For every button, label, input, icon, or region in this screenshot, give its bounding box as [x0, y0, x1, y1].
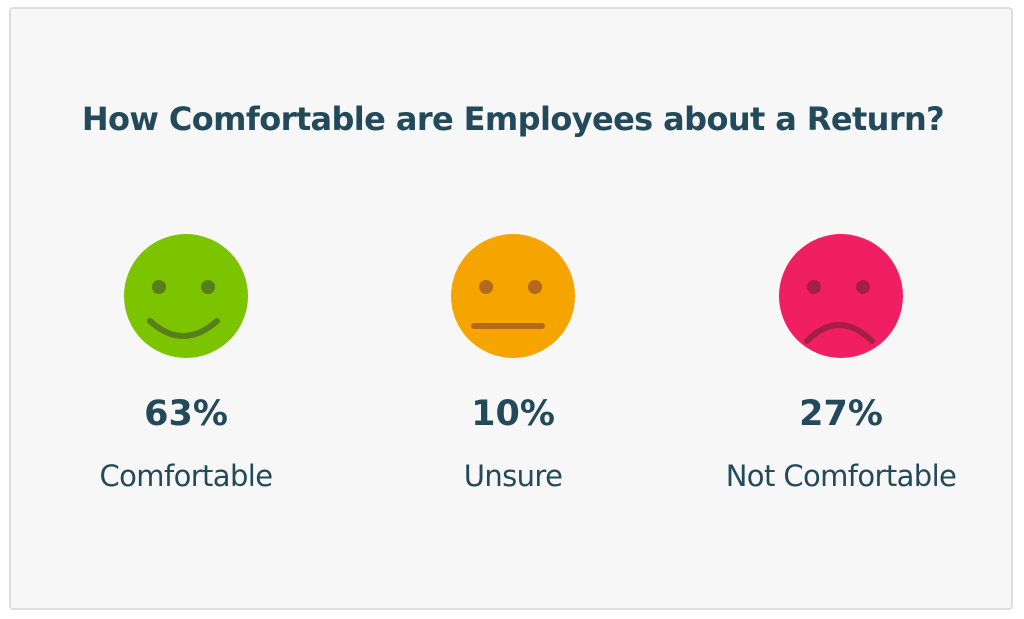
right-eye: [201, 280, 215, 294]
value-label: 27%: [799, 394, 883, 434]
right-eye: [528, 280, 542, 294]
stat-unsure: 10% Unsure: [348, 231, 678, 496]
neutral-face-icon: [451, 234, 575, 358]
left-eye: [152, 280, 166, 294]
face-background: [124, 234, 248, 358]
value-label: 10%: [471, 394, 555, 434]
category-label: Unsure: [463, 459, 563, 493]
face-background: [451, 234, 575, 358]
survey-card: How Comfortable are Employees about a Re…: [9, 7, 1013, 610]
chart-title: How Comfortable are Employees about a Re…: [81, 100, 945, 138]
left-eye: [807, 280, 821, 294]
category-label: Not Comfortable: [725, 459, 957, 493]
stat-comfortable: 63% Comfortable: [21, 231, 351, 496]
right-eye: [856, 280, 870, 294]
frowning-face-icon: [779, 234, 903, 358]
frown-mouth: [804, 322, 875, 344]
face-background: [779, 234, 903, 358]
value-label: 63%: [144, 394, 228, 434]
smile-mouth: [147, 318, 220, 339]
smiling-face-icon: [124, 234, 248, 358]
stat-not-comfortable: 27% Not Comfortable: [676, 231, 1006, 496]
category-label: Comfortable: [99, 459, 274, 493]
left-eye: [479, 280, 493, 294]
